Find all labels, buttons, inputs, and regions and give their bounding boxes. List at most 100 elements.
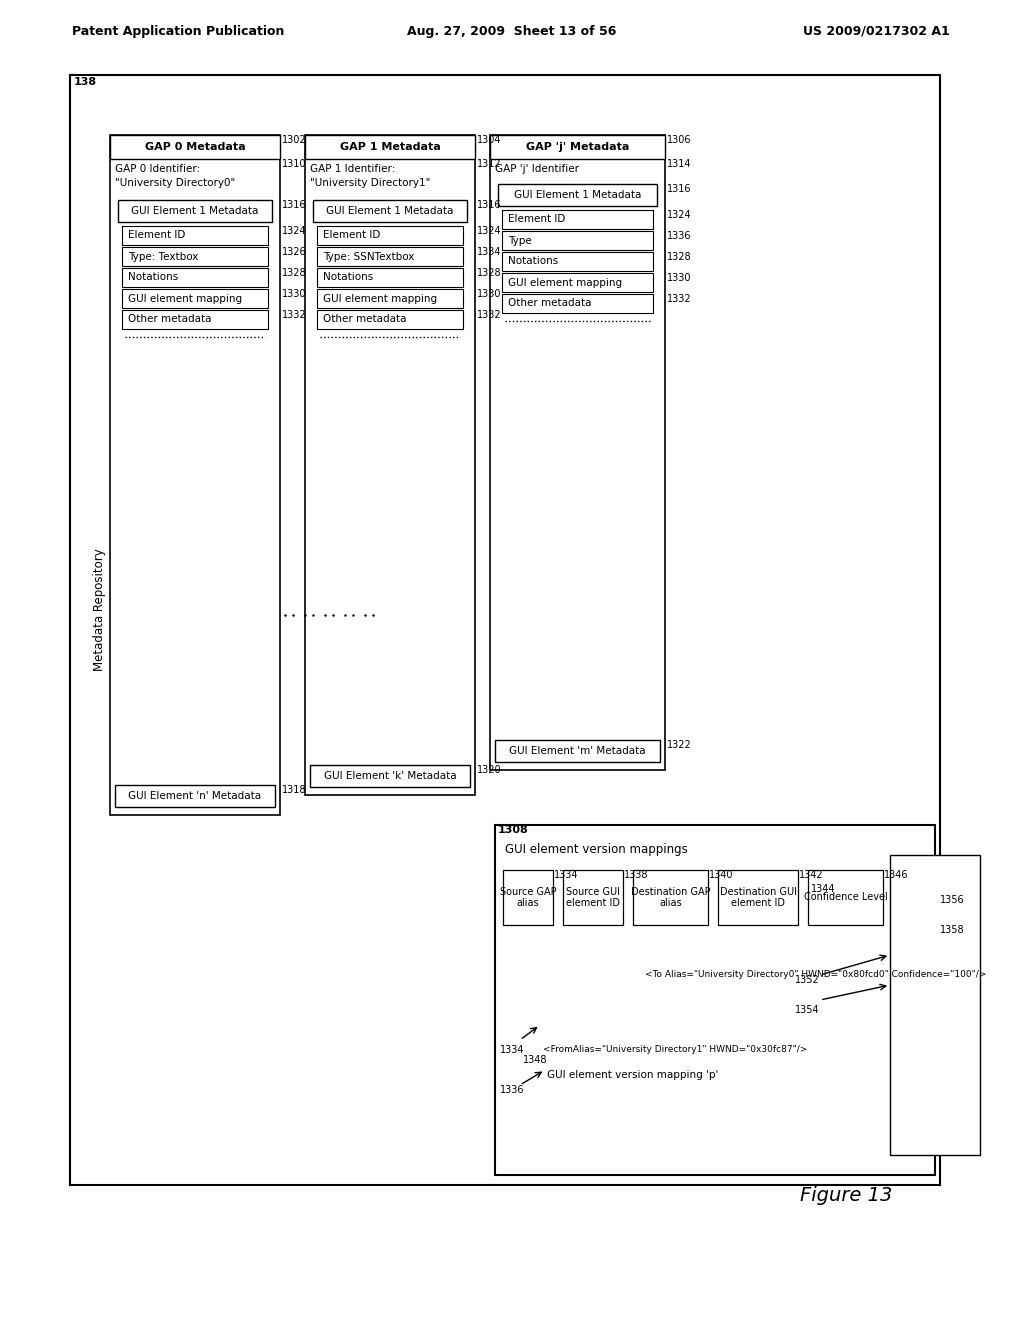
Text: Other metadata: Other metadata (323, 314, 407, 325)
Text: US 2009/0217302 A1: US 2009/0217302 A1 (803, 25, 950, 38)
Text: GUI Element 'n' Metadata: GUI Element 'n' Metadata (128, 791, 261, 801)
Text: GUI element mapping: GUI element mapping (508, 277, 623, 288)
Bar (495, 741, 660, 762)
Bar (305, 135, 475, 158)
Text: 1332: 1332 (667, 294, 691, 304)
Bar (502, 210, 653, 228)
Bar (502, 294, 653, 313)
Bar (110, 135, 280, 814)
Text: 138: 138 (74, 77, 97, 87)
Text: 1324: 1324 (667, 210, 691, 220)
Text: Metadata Repository: Metadata Repository (93, 549, 106, 672)
Bar (122, 268, 268, 286)
Text: 1332: 1332 (282, 310, 306, 319)
Text: "University Directory1": "University Directory1" (310, 178, 430, 187)
Bar (495, 825, 935, 1175)
Text: Element ID: Element ID (128, 231, 185, 240)
Text: GAP 'j' Identifier: GAP 'j' Identifier (495, 164, 579, 174)
Bar (70, 75, 940, 1185)
Text: 1328: 1328 (477, 268, 502, 279)
Text: GUI Element 1 Metadata: GUI Element 1 Metadata (514, 190, 641, 201)
Bar (498, 183, 657, 206)
Bar (503, 870, 553, 925)
Text: 1306: 1306 (667, 135, 691, 145)
Text: Notations: Notations (508, 256, 558, 267)
Text: GUI Element 'm' Metadata: GUI Element 'm' Metadata (509, 746, 646, 756)
Text: GUI Element 1 Metadata: GUI Element 1 Metadata (327, 206, 454, 216)
Text: GAP 'j' Metadata: GAP 'j' Metadata (525, 143, 629, 152)
Text: 1324: 1324 (282, 226, 306, 236)
Text: Confidence Level: Confidence Level (804, 892, 888, 903)
Bar (317, 226, 463, 246)
Bar (718, 870, 798, 925)
Text: Type: Textbox: Type: Textbox (128, 252, 199, 261)
Bar (502, 252, 653, 271)
Text: 1336: 1336 (500, 1085, 524, 1096)
Text: 1346: 1346 (884, 870, 908, 880)
Text: Destination GUI
element ID: Destination GUI element ID (720, 887, 797, 908)
Bar (118, 201, 272, 222)
Text: 1302: 1302 (282, 135, 306, 145)
Bar (808, 870, 883, 925)
Text: Aug. 27, 2009  Sheet 13 of 56: Aug. 27, 2009 Sheet 13 of 56 (408, 25, 616, 38)
Text: Type: Type (508, 235, 531, 246)
Text: Source GUI
element ID: Source GUI element ID (566, 887, 620, 908)
Text: 1304: 1304 (477, 135, 502, 145)
Text: Figure 13: Figure 13 (800, 1185, 892, 1205)
Text: GUI element version mapping 'p': GUI element version mapping 'p' (547, 1071, 719, 1080)
Text: GUI Element 1 Metadata: GUI Element 1 Metadata (131, 206, 259, 216)
Text: 1314: 1314 (667, 158, 691, 169)
Bar (317, 310, 463, 329)
Bar (317, 247, 463, 267)
Text: 1338: 1338 (624, 870, 648, 880)
Text: 1336: 1336 (667, 231, 691, 242)
Bar (310, 766, 470, 787)
Text: 1318: 1318 (282, 785, 306, 795)
Bar (313, 201, 467, 222)
Text: Other metadata: Other metadata (508, 298, 592, 309)
Text: Other metadata: Other metadata (128, 314, 212, 325)
Text: 1340: 1340 (709, 870, 733, 880)
Bar (490, 135, 665, 158)
Text: 1312: 1312 (477, 158, 502, 169)
Text: 1334: 1334 (500, 1045, 524, 1055)
Bar (563, 870, 623, 925)
Text: 1334: 1334 (554, 870, 579, 880)
Text: 1344: 1344 (811, 884, 836, 895)
Text: 1342: 1342 (799, 870, 823, 880)
Text: "University Directory0": "University Directory0" (115, 178, 236, 187)
Text: 1334: 1334 (477, 247, 502, 257)
Bar (317, 268, 463, 286)
Bar (122, 226, 268, 246)
Text: Destination GAP
alias: Destination GAP alias (631, 887, 711, 908)
Bar (317, 289, 463, 308)
Text: 1310: 1310 (282, 158, 306, 169)
Bar (122, 247, 268, 267)
Text: GAP 1 Identifier:: GAP 1 Identifier: (310, 164, 395, 174)
Text: 1322: 1322 (667, 741, 692, 750)
Text: <FromAlias="University Directory1" HWND="0x30fc87"/>: <FromAlias="University Directory1" HWND=… (543, 1045, 807, 1053)
Text: 1316: 1316 (282, 201, 306, 210)
Text: Element ID: Element ID (508, 214, 565, 224)
Text: 1320: 1320 (477, 766, 502, 775)
Text: 1308: 1308 (498, 825, 528, 836)
Text: GUI Element 'k' Metadata: GUI Element 'k' Metadata (324, 771, 457, 781)
Text: GAP 1 Metadata: GAP 1 Metadata (340, 143, 440, 152)
Bar (122, 310, 268, 329)
Bar (110, 135, 280, 158)
Text: Patent Application Publication: Patent Application Publication (72, 25, 285, 38)
Text: 1328: 1328 (667, 252, 691, 261)
Bar (502, 231, 653, 249)
Text: 1328: 1328 (282, 268, 306, 279)
Text: Source GAP
alias: Source GAP alias (500, 887, 556, 908)
Text: 1356: 1356 (940, 895, 965, 906)
Text: 1330: 1330 (477, 289, 502, 300)
Text: 1348: 1348 (523, 1055, 548, 1065)
Bar (115, 785, 275, 807)
Bar (122, 289, 268, 308)
Text: 1316: 1316 (667, 183, 691, 194)
Text: 1324: 1324 (477, 226, 502, 236)
Bar (633, 870, 708, 925)
Text: GAP 0 Metadata: GAP 0 Metadata (144, 143, 246, 152)
Text: 1332: 1332 (477, 310, 502, 319)
